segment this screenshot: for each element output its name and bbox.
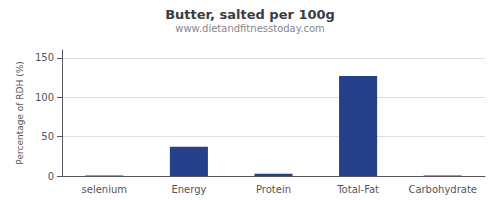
svg-text:0: 0 [48, 171, 54, 182]
svg-text:Carbohydrate: Carbohydrate [408, 184, 477, 195]
svg-text:Percentage of RDH (%): Percentage of RDH (%) [15, 61, 25, 164]
svg-text:Energy: Energy [171, 184, 206, 195]
svg-text:Total-Fat: Total-Fat [336, 184, 379, 195]
svg-text:100: 100 [35, 92, 54, 103]
svg-text:150: 150 [35, 52, 54, 63]
svg-text:Butter, salted per 100g: Butter, salted per 100g [165, 7, 335, 22]
svg-text:selenium: selenium [82, 184, 128, 195]
svg-text:www.dietandfitnesstoday.com: www.dietandfitnesstoday.com [175, 23, 324, 34]
svg-text:50: 50 [41, 131, 54, 142]
svg-text:Protein: Protein [256, 184, 291, 195]
